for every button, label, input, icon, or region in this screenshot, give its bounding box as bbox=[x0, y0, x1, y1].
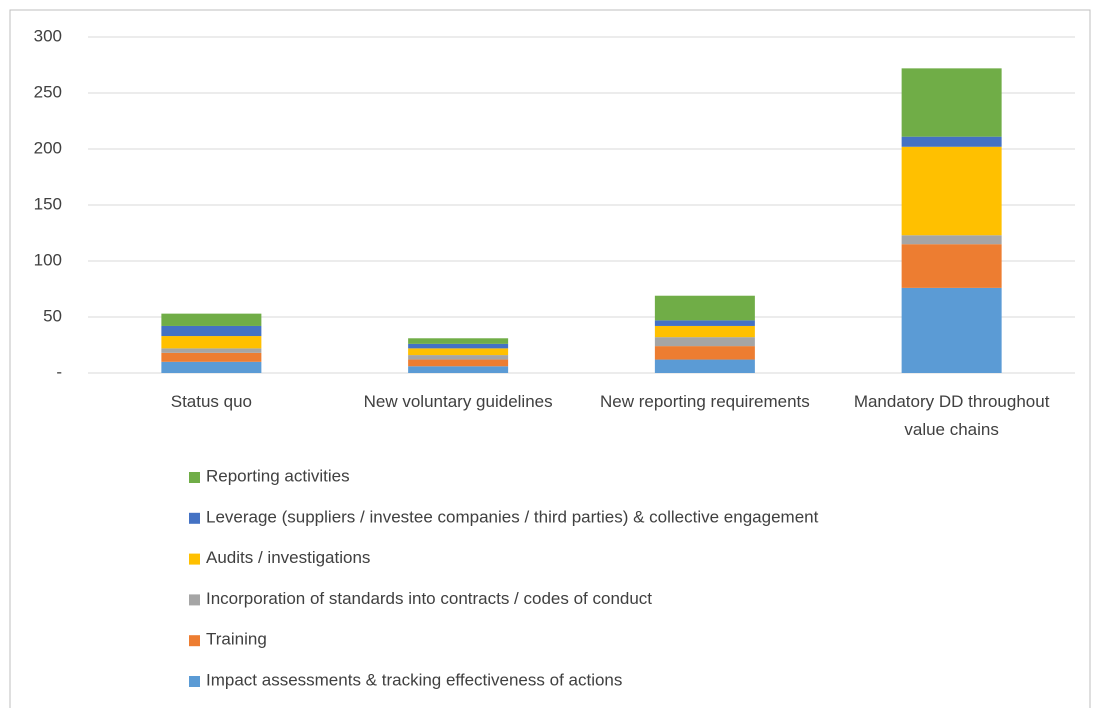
x-tick-label: Mandatory DD throughout value chains bbox=[853, 392, 1050, 439]
legend-label: Audits / investigations bbox=[206, 548, 370, 567]
bar-segment bbox=[901, 146, 1002, 236]
y-tick-label: 150 bbox=[34, 194, 62, 213]
legend-swatch bbox=[189, 472, 200, 483]
legend-swatch bbox=[189, 594, 200, 606]
bar-segment bbox=[161, 361, 262, 373]
bar-segment bbox=[161, 336, 262, 349]
bar-segment bbox=[408, 359, 509, 367]
bar-segment bbox=[654, 325, 755, 338]
y-tick-label: 100 bbox=[34, 250, 62, 269]
bar-segment bbox=[161, 313, 262, 326]
bar-segment bbox=[161, 348, 262, 353]
legend-swatch bbox=[189, 676, 200, 687]
bar-segment bbox=[408, 366, 509, 373]
bar-segment bbox=[654, 320, 755, 326]
y-tick-label: 50 bbox=[43, 306, 62, 325]
y-tick-label: 200 bbox=[34, 138, 62, 157]
y-tick-label: 250 bbox=[34, 82, 62, 101]
bar-segment bbox=[901, 68, 1002, 137]
bar-segment bbox=[408, 338, 509, 344]
bar-segment bbox=[408, 348, 509, 356]
legend-label: Reporting activities bbox=[206, 466, 350, 485]
bar-segment bbox=[654, 359, 755, 373]
bar-segment bbox=[654, 337, 755, 347]
bar-segment bbox=[901, 136, 1002, 147]
bar-segment bbox=[654, 295, 755, 321]
legend-label: Impact assessments & tracking effectiven… bbox=[206, 670, 622, 689]
legend-swatch bbox=[189, 635, 200, 647]
bar-segment bbox=[408, 355, 509, 360]
y-tick-label: - bbox=[56, 362, 62, 381]
legend-label: Training bbox=[206, 630, 267, 649]
bar-segment bbox=[654, 346, 755, 360]
bar-segment bbox=[161, 352, 262, 362]
frame bbox=[9, 9, 1091, 708]
bar-segment bbox=[901, 287, 1002, 373]
bar-segment bbox=[161, 325, 262, 337]
x-tick-label: New voluntary guidelines bbox=[363, 392, 553, 411]
bar-segment bbox=[901, 235, 1002, 245]
legend-swatch bbox=[189, 553, 200, 565]
y-tick-label: 300 bbox=[34, 26, 62, 45]
x-tick-label: Status quo bbox=[170, 392, 253, 411]
legend-label: Leverage (suppliers / investee companies… bbox=[206, 507, 819, 526]
legend-label: Incorporation of standards into contract… bbox=[206, 589, 652, 608]
legend-swatch bbox=[189, 512, 200, 524]
x-tick-label: New reporting requirements bbox=[599, 392, 810, 411]
bar-segment bbox=[408, 343, 509, 349]
bar-segment bbox=[901, 244, 1002, 288]
